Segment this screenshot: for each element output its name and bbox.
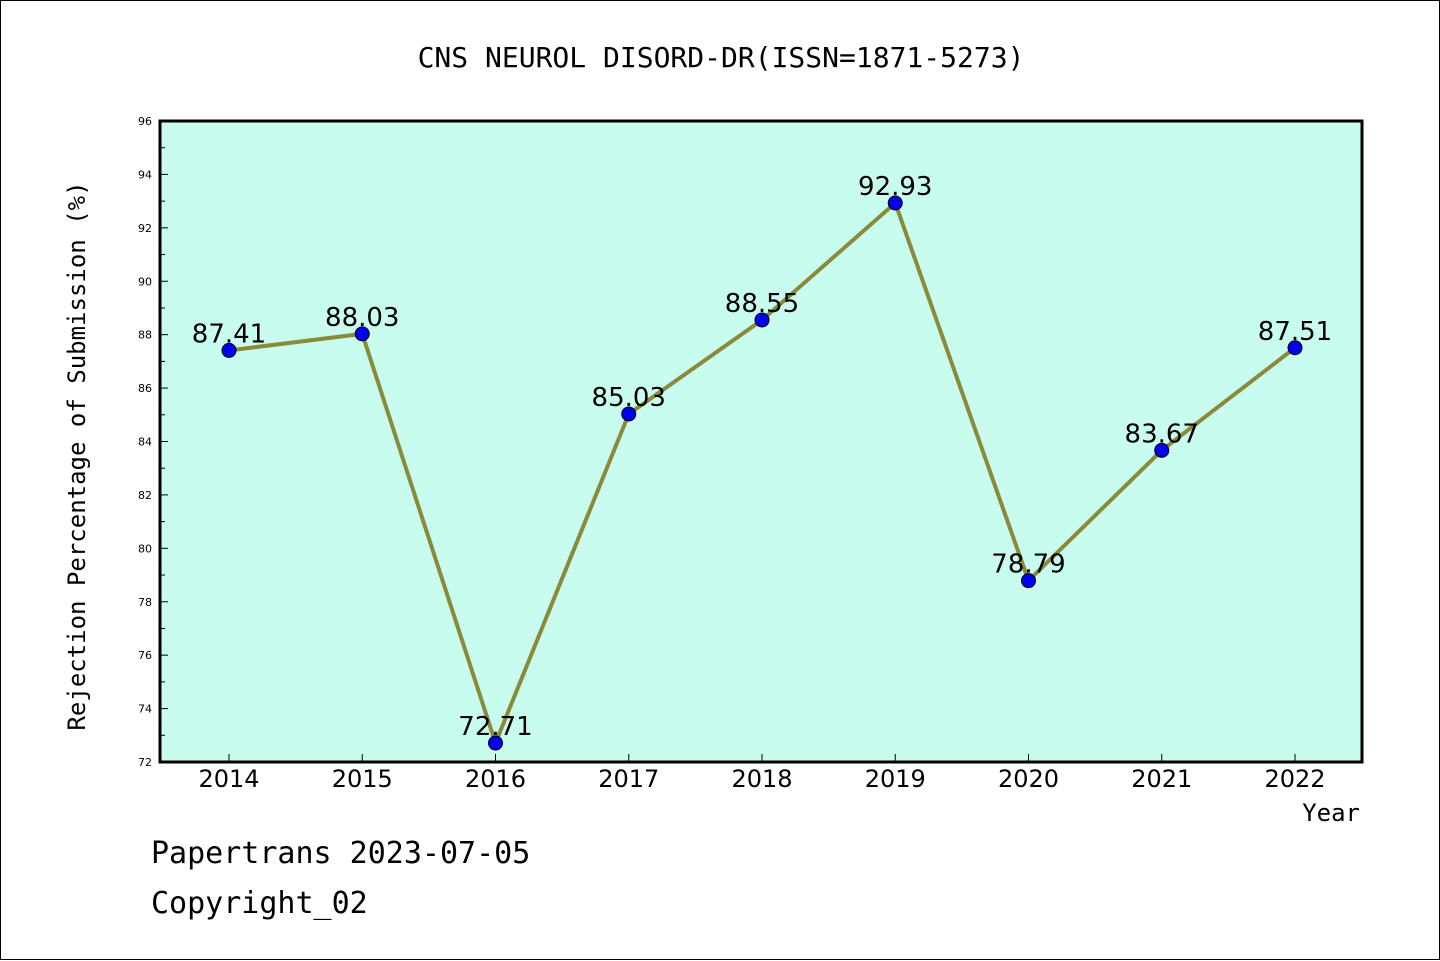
chart-title: CNS NEUROL DISORD-DR(ISSN=1871-5273) (418, 41, 1025, 74)
data-point-2021 (1154, 442, 1170, 458)
y-tick-label: 92 (138, 222, 152, 235)
plot-area (158, 119, 1364, 764)
data-label-2017: 85.03 (592, 383, 666, 413)
y-tick-label: 96 (138, 115, 152, 128)
footer-date: Papertrans 2023-07-05 (151, 836, 531, 871)
x-tick-label: 2019 (865, 765, 926, 793)
y-tick-label: 74 (138, 703, 152, 716)
x-tick-label: 2018 (731, 765, 792, 793)
x-tick-label: 2022 (1264, 765, 1325, 793)
data-point-2017 (621, 406, 637, 422)
y-tick-label: 78 (138, 596, 152, 609)
y-tick-label: 88 (138, 329, 152, 342)
series-rejection-percentage: 87.41 88.03 72.71 85.03 88.55 92.93 78.79 83.67… (192, 172, 1332, 751)
data-point-2015 (354, 326, 370, 342)
y-tick-label: 86 (138, 382, 152, 395)
footer-copyright: Copyright_02 (151, 886, 368, 921)
x-axis: 2014 2015 2016 2017 2018 2019 2020 2021 2022 (198, 754, 1326, 793)
y-tick-label: 76 (138, 649, 152, 662)
y-tick-label: 72 (138, 756, 152, 769)
y-tick-label: 84 (138, 436, 152, 449)
data-label-2014: 87.41 (192, 319, 266, 349)
x-axis-label: Year (1302, 799, 1360, 827)
data-label-2019: 92.93 (858, 172, 932, 202)
data-point-2019 (887, 195, 903, 211)
data-label-2015: 88.03 (325, 303, 399, 333)
x-tick-label: 2021 (1131, 765, 1192, 793)
x-tick-label: 2017 (598, 765, 659, 793)
data-point-2020 (1021, 573, 1036, 589)
y-tick-label: 94 (138, 168, 152, 181)
x-tick-label: 2015 (332, 765, 393, 793)
data-label-2022: 87.51 (1258, 317, 1332, 347)
y-tick-label: 82 (138, 489, 152, 502)
x-tick-label: 2016 (465, 765, 526, 793)
x-tick-label: 2020 (998, 765, 1059, 793)
y-axis: 72 74 76 78 80 82 84 86 88 90 92 94 96 (138, 115, 168, 769)
y-tick-label: 80 (138, 542, 152, 555)
data-label-2016: 72.71 (458, 712, 532, 742)
data-point-2022 (1287, 340, 1303, 356)
y-tick-label: 90 (138, 275, 152, 288)
x-tick-label: 2014 (198, 765, 259, 793)
data-label-2021: 83.67 (1125, 419, 1199, 449)
data-label-2018: 88.55 (725, 289, 799, 319)
data-point-2018 (754, 312, 770, 328)
data-point-2014 (221, 342, 237, 358)
data-label-2020: 78.79 (991, 550, 1065, 580)
y-axis-label: Rejection Percentage of Submission (%) (63, 181, 91, 730)
data-point-2016 (488, 735, 503, 751)
